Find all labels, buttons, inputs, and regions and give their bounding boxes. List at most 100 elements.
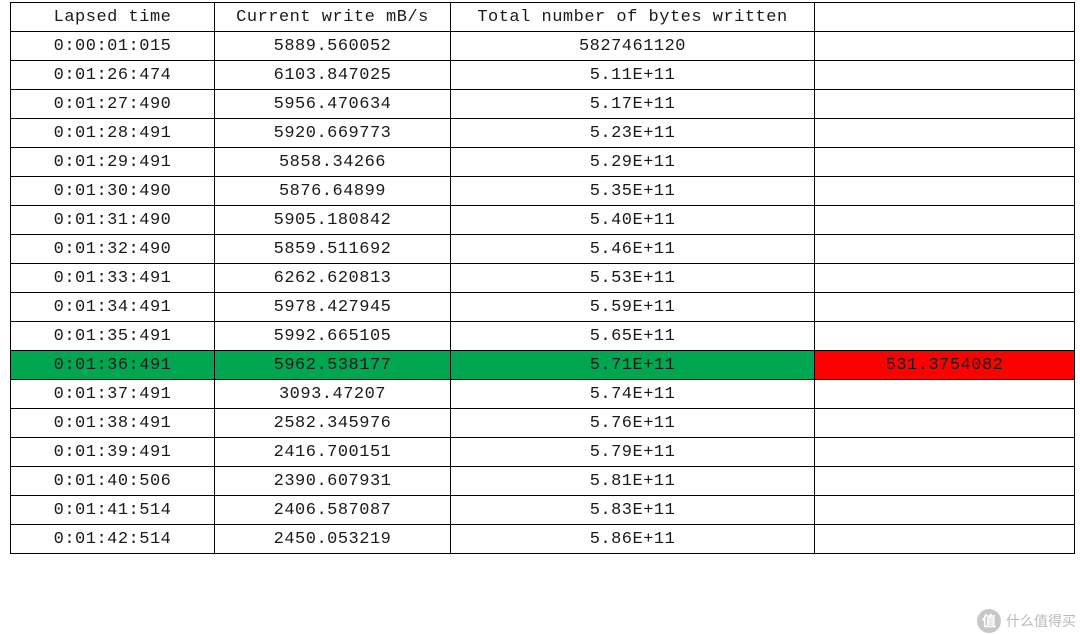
table-cell — [815, 264, 1075, 293]
table-cell: 0:01:33:491 — [11, 264, 215, 293]
table-cell: 0:00:01:015 — [11, 32, 215, 61]
table-cell: 0:01:28:491 — [11, 119, 215, 148]
table-row: 0:01:33:4916262.6208135.53E+11 — [11, 264, 1075, 293]
table-cell: 0:01:38:491 — [11, 409, 215, 438]
table-cell: 5.11E+11 — [451, 61, 815, 90]
table-cell: 5978.427945 — [215, 293, 451, 322]
table-cell: 0:01:31:490 — [11, 206, 215, 235]
table-cell: 5.59E+11 — [451, 293, 815, 322]
table-cell: 5956.470634 — [215, 90, 451, 119]
table-cell: 0:01:37:491 — [11, 380, 215, 409]
table-cell: 5.71E+11 — [451, 351, 815, 380]
table-cell: 0:01:26:474 — [11, 61, 215, 90]
table-cell — [815, 235, 1075, 264]
table-cell: 5920.669773 — [215, 119, 451, 148]
table-cell — [815, 119, 1075, 148]
table-cell: 5992.665105 — [215, 322, 451, 351]
table-cell: 5.76E+11 — [451, 409, 815, 438]
table-cell: 0:01:35:491 — [11, 322, 215, 351]
table-row: 0:01:32:4905859.5116925.46E+11 — [11, 235, 1075, 264]
table-cell: 5859.511692 — [215, 235, 451, 264]
table-cell: 5.46E+11 — [451, 235, 815, 264]
table-cell: 2450.053219 — [215, 525, 451, 554]
table-row: 0:01:39:4912416.7001515.79E+11 — [11, 438, 1075, 467]
table-cell: 0:01:32:490 — [11, 235, 215, 264]
table-row: 0:01:30:4905876.648995.35E+11 — [11, 177, 1075, 206]
col-header-current-write: Current write mB/s — [215, 3, 451, 32]
table-row: 0:01:37:4913093.472075.74E+11 — [11, 380, 1075, 409]
table-cell: 5.79E+11 — [451, 438, 815, 467]
table-cell — [815, 438, 1075, 467]
table-row: 0:01:31:4905905.1808425.40E+11 — [11, 206, 1075, 235]
table-row: 0:01:28:4915920.6697735.23E+11 — [11, 119, 1075, 148]
table-cell — [815, 467, 1075, 496]
table-cell — [815, 177, 1075, 206]
table-cell: 5876.64899 — [215, 177, 451, 206]
data-table: Lapsed time Current write mB/s Total num… — [10, 2, 1075, 554]
table-cell: 0:01:29:491 — [11, 148, 215, 177]
table-cell — [815, 148, 1075, 177]
table-row: 0:01:27:4905956.4706345.17E+11 — [11, 90, 1075, 119]
svg-text:值: 值 — [982, 613, 996, 629]
table-cell: 5.74E+11 — [451, 380, 815, 409]
table-cell: 3093.47207 — [215, 380, 451, 409]
table-row: 0:00:01:0155889.5600525827461120 — [11, 32, 1075, 61]
table-row: 0:01:40:5062390.6079315.81E+11 — [11, 467, 1075, 496]
table-cell: 6103.847025 — [215, 61, 451, 90]
table-cell: 6262.620813 — [215, 264, 451, 293]
table-row: 0:01:41:5142406.5870875.83E+11 — [11, 496, 1075, 525]
table-cell: 0:01:42:514 — [11, 525, 215, 554]
table-cell: 0:01:36:491 — [11, 351, 215, 380]
table-header-row: Lapsed time Current write mB/s Total num… — [11, 3, 1075, 32]
watermark: 值 什么值得买 — [976, 608, 1076, 634]
table-cell — [815, 32, 1075, 61]
table-cell: 0:01:30:490 — [11, 177, 215, 206]
col-header-total-bytes: Total number of bytes written — [451, 3, 815, 32]
table-cell — [815, 61, 1075, 90]
table-cell: 5.83E+11 — [451, 496, 815, 525]
table-row: 0:01:38:4912582.3459765.76E+11 — [11, 409, 1075, 438]
table-row: 0:01:29:4915858.342665.29E+11 — [11, 148, 1075, 177]
table-cell: 0:01:27:490 — [11, 90, 215, 119]
table-cell — [815, 409, 1075, 438]
table-row: 0:01:36:4915962.5381775.71E+11531.375408… — [11, 351, 1075, 380]
table-cell: 0:01:41:514 — [11, 496, 215, 525]
table-cell — [815, 293, 1075, 322]
table-row: 0:01:34:4915978.4279455.59E+11 — [11, 293, 1075, 322]
table-cell: 2406.587087 — [215, 496, 451, 525]
table-cell: 0:01:40:506 — [11, 467, 215, 496]
table-row: 0:01:42:5142450.0532195.86E+11 — [11, 525, 1075, 554]
table-cell: 531.3754082 — [815, 351, 1075, 380]
table-row: 0:01:35:4915992.6651055.65E+11 — [11, 322, 1075, 351]
col-header-lapsed-time: Lapsed time — [11, 3, 215, 32]
table-cell: 5.81E+11 — [451, 467, 815, 496]
table-cell: 5.86E+11 — [451, 525, 815, 554]
table-cell: 5858.34266 — [215, 148, 451, 177]
table-cell: 5.53E+11 — [451, 264, 815, 293]
table-cell: 2582.345976 — [215, 409, 451, 438]
table-cell — [815, 496, 1075, 525]
table-cell — [815, 380, 1075, 409]
watermark-icon: 值 — [976, 608, 1002, 634]
table-cell — [815, 206, 1075, 235]
table-cell: 0:01:34:491 — [11, 293, 215, 322]
table-cell: 5962.538177 — [215, 351, 451, 380]
table-cell: 5827461120 — [451, 32, 815, 61]
table-cell — [815, 525, 1075, 554]
table-row: 0:01:26:4746103.8470255.11E+11 — [11, 61, 1075, 90]
table-cell: 2416.700151 — [215, 438, 451, 467]
table-cell: 5.65E+11 — [451, 322, 815, 351]
table-cell: 2390.607931 — [215, 467, 451, 496]
table-cell: 5.29E+11 — [451, 148, 815, 177]
table-cell — [815, 322, 1075, 351]
col-header-extra — [815, 3, 1075, 32]
table-cell: 5889.560052 — [215, 32, 451, 61]
table-cell: 5.23E+11 — [451, 119, 815, 148]
table-cell: 5.40E+11 — [451, 206, 815, 235]
table-cell — [815, 90, 1075, 119]
table-cell: 5905.180842 — [215, 206, 451, 235]
table-cell: 5.35E+11 — [451, 177, 815, 206]
table-cell: 5.17E+11 — [451, 90, 815, 119]
table-cell: 0:01:39:491 — [11, 438, 215, 467]
watermark-text: 什么值得买 — [1006, 611, 1076, 631]
